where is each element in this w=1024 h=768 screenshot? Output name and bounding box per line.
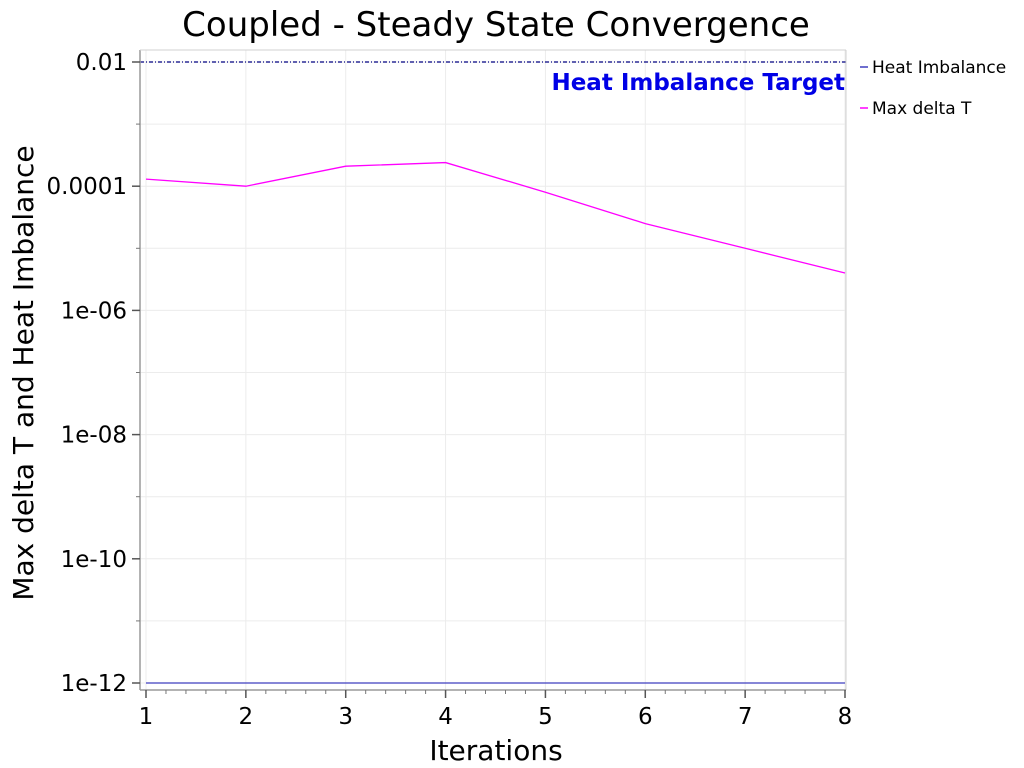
x-tick-label: 6: [638, 704, 653, 730]
axes: [139, 49, 847, 691]
grid: [140, 50, 846, 690]
x-tick-label: 1: [139, 704, 154, 730]
x-tick-label: 5: [538, 704, 553, 730]
x-tick-label: 2: [239, 704, 254, 730]
target-line-layer: Heat Imbalance Target: [140, 61, 846, 96]
x-tick-label: 7: [738, 704, 753, 730]
y-axis-label: Max delta T and Heat Imbalance: [7, 145, 40, 600]
y-tick-label: 0.01: [76, 50, 127, 76]
x-tick-label: 8: [838, 704, 853, 730]
chart-title: Coupled - Steady State Convergence: [182, 5, 810, 45]
legend-label: Heat Imbalance: [872, 58, 1006, 78]
y-tick-label: 1e-08: [61, 423, 127, 449]
series-layer: [145, 161, 846, 684]
legend: Heat Imbalance Max delta T: [860, 58, 1006, 119]
y-tick-label: 1e-10: [61, 547, 127, 573]
x-tick-label: 3: [338, 704, 353, 730]
y-tick-label: 1e-12: [61, 671, 127, 697]
x-tick-label: 4: [438, 704, 453, 730]
x-axis-label: Iterations: [429, 734, 562, 767]
series-line-2: [145, 161, 846, 274]
heat-imbalance-target-label: Heat Imbalance Target: [551, 70, 845, 96]
ticks: 0.01 0.0001 1e-06 1e-08 1e-10 1e-12 1 2 3 4 5 6 7 8: [47, 50, 853, 730]
y-tick-label: 1e-06: [61, 298, 127, 324]
legend-label: Max delta T: [872, 99, 972, 119]
y-tick-label: 0.0001: [47, 174, 127, 200]
